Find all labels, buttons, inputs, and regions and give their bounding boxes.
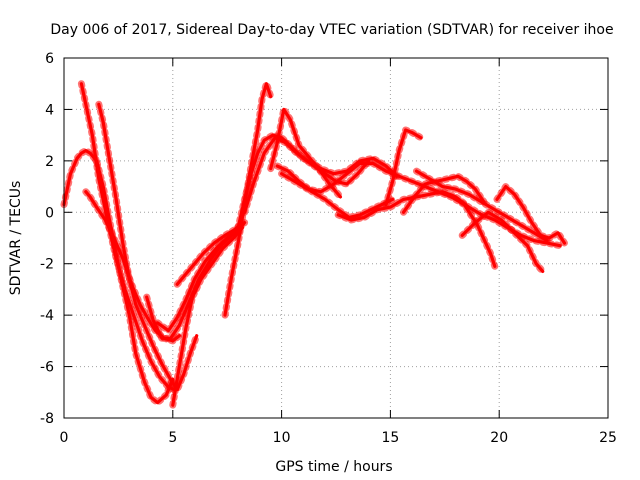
series-markers-track-12: [267, 105, 344, 201]
series-markers-track-15: [334, 188, 564, 250]
y-tick-label: 2: [45, 154, 54, 170]
x-tick-label: 25: [599, 430, 617, 446]
series-markers-track-17: [400, 172, 488, 216]
series-markers-track-4: [95, 100, 201, 394]
y-tick-label: -8: [40, 411, 54, 427]
x-tick-label: 5: [168, 430, 177, 446]
series-markers-track-7: [169, 224, 246, 409]
series-markers-track-16: [382, 126, 425, 209]
x-tick-label: 10: [273, 430, 291, 446]
x-axis: 0 5 10 15 20 25: [60, 58, 617, 446]
series-markers-track-19: [493, 183, 568, 247]
x-tick-label: 0: [60, 430, 69, 446]
plot-frame: [63, 57, 609, 419]
y-axis: -8 -6 -4 -2 0 2 4 6: [40, 51, 608, 427]
y-tick-label: 0: [45, 205, 54, 221]
y-tick-label: -6: [40, 360, 54, 376]
y-axis-label: SDTVAR / TECUs: [8, 181, 24, 296]
x-tick-label: 15: [381, 430, 399, 446]
series-markers-track-20: [458, 208, 547, 275]
series-markers-track-2: [77, 80, 179, 394]
series-markers-track-8: [173, 221, 244, 288]
chart-title: Day 006 of 2017, Sidereal Day-to-day VTE…: [50, 22, 613, 38]
y-tick-label: -4: [40, 308, 54, 324]
series-track-2: [79, 82, 177, 392]
x-tick-label: 20: [490, 430, 508, 446]
y-tick-label: 6: [45, 51, 54, 67]
x-axis-label: GPS time / hours: [275, 459, 392, 475]
series-layer: [60, 80, 568, 409]
series-markers-track-18: [413, 167, 551, 245]
y-tick-label: 4: [45, 102, 54, 118]
y-tick-label: -2: [40, 257, 54, 273]
